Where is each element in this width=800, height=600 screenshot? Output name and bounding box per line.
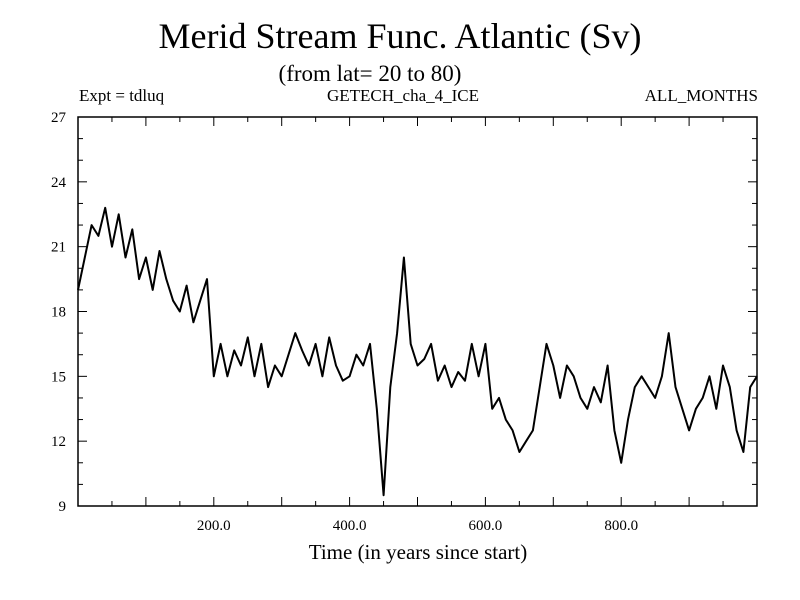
x-tick-label: 400.0 [333, 518, 367, 534]
plot-frame [77, 116, 758, 507]
series-line [77, 206, 758, 497]
dataset-label: GETECH_cha_4_ICE [327, 86, 480, 105]
tick-labels: 200.0 400.0 600.0 800.0 9 12 15 18 21 24 27 [51, 110, 638, 534]
y-tick-label: 18 [51, 305, 66, 321]
x-tick-label: 200.0 [197, 518, 231, 534]
x-tick-label: 600.0 [469, 518, 503, 534]
chart-subtitle: (from lat= 20 to 80) [278, 61, 462, 86]
y-tick-label: 21 [51, 240, 66, 256]
y-tick-label: 15 [51, 369, 66, 385]
y-tick-label: 12 [51, 434, 66, 450]
y-tick-label: 27 [51, 110, 67, 126]
y-tick-label: 24 [51, 175, 67, 191]
axis-ticks [78, 116, 757, 507]
months-label: ALL_MONTHS [644, 86, 758, 105]
y-tick-label: 9 [59, 499, 67, 515]
x-tick-label: 800.0 [604, 518, 638, 534]
chart-title: Merid Stream Func. Atlantic (Sv) [158, 16, 642, 56]
x-axis-label: Time (in years since start) [309, 540, 528, 564]
experiment-label: Expt = tdluq [79, 86, 165, 105]
